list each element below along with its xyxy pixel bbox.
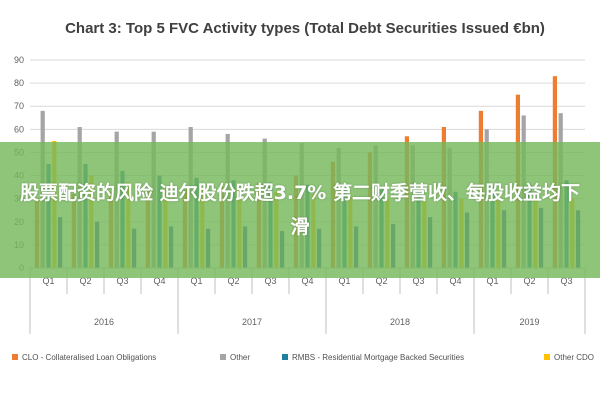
y-tick-label: 70 [14,101,24,111]
y-tick-label: 80 [14,78,24,88]
x-tick-label: Q3 [412,276,424,286]
legend-label: Other [230,353,250,362]
chart-title: Chart 3: Top 5 FVC Activity types (Total… [65,20,545,37]
x-tick-label: Q3 [264,276,276,286]
overlay-headline: 股票配资的风险 迪尔股份跌超3.7% 第二财季营收、每股收益均下滑 [20,182,580,238]
legend-swatch [544,354,550,360]
legend-swatch [220,354,226,360]
x-tick-label: Q4 [301,276,313,286]
year-label: 2018 [390,317,410,327]
x-tick-label: Q4 [449,276,461,286]
x-tick-label: Q2 [375,276,387,286]
legend: CLO - Collateralised Loan Obligations Oth… [12,353,594,362]
legend-swatch [282,354,288,360]
legend-label: RMBS - Residential Mortgage Backed Secur… [292,353,464,362]
x-tick-label: Q2 [79,276,91,286]
x-tick-label: Q3 [116,276,128,286]
y-tick-label: 90 [14,55,24,65]
y-tick-label: 60 [14,124,24,134]
year-label: 2017 [242,317,262,327]
x-tick-label: Q2 [227,276,239,286]
x-tick-label: Q4 [153,276,165,286]
x-tick-label: Q1 [338,276,350,286]
legend-swatch [12,354,18,360]
year-label: 2019 [519,317,539,327]
x-tick-label: Q1 [190,276,202,286]
year-labels: 2016 2017 2018 2019 [29,294,586,334]
x-tick-label: Q3 [560,276,572,286]
x-tick-label: Q1 [486,276,498,286]
legend-label: CLO - Collateralised Loan Obligations [22,353,156,362]
legend-label: Other CDO [554,353,594,362]
year-label: 2016 [94,317,114,327]
x-tick-label: Q1 [42,276,54,286]
x-tick-label: Q2 [523,276,535,286]
overlay-banner: 股票配资的风险 迪尔股份跌超3.7% 第二财季营收、每股收益均下滑 [0,142,600,278]
